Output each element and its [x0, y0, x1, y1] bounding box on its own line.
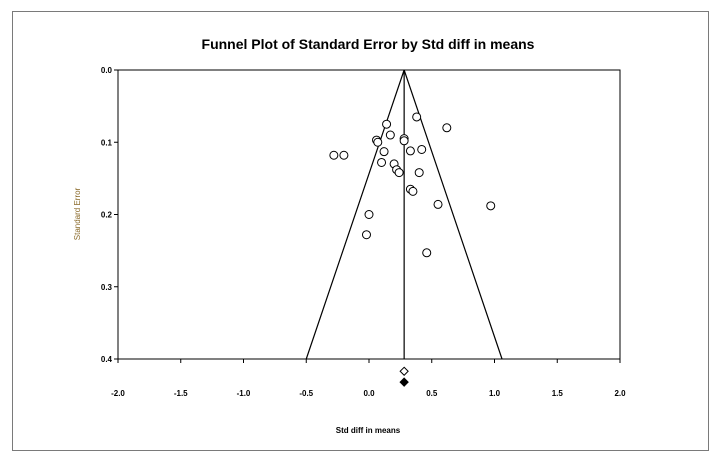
study-point — [364, 210, 374, 219]
x-tick-label: 1.0 — [489, 389, 501, 398]
study-point — [339, 150, 349, 160]
study-point — [408, 186, 418, 196]
study-point — [414, 168, 424, 178]
study-point — [377, 157, 387, 167]
summary-markers — [399, 366, 409, 387]
study-point — [422, 248, 432, 258]
study-point — [379, 147, 389, 157]
y-tick-label: 0.0 — [101, 66, 113, 75]
funnel-left-line — [305, 69, 405, 360]
study-points — [329, 112, 496, 258]
chart-title: Funnel Plot of Standard Error by Std dif… — [202, 36, 535, 52]
y-tick-label: 0.1 — [101, 138, 113, 147]
study-point — [329, 150, 339, 160]
study-point — [385, 130, 395, 140]
study-point — [399, 136, 409, 146]
x-tick-label: -1.0 — [237, 389, 251, 398]
y-axis-ticks: 0.0 0.1 0.2 0.3 0.4 — [101, 66, 118, 364]
x-axis-ticks: -2.0 -1.5 -1.0 -0.5 0.0 0.5 1.0 1.5 2.0 — [111, 359, 626, 398]
study-point — [373, 137, 383, 147]
study-point — [433, 199, 443, 209]
x-tick-label: -0.5 — [299, 389, 313, 398]
y-tick-label: 0.4 — [101, 355, 113, 364]
chart-frame — [12, 11, 709, 451]
funnel-lines — [305, 69, 503, 360]
study-point — [382, 119, 392, 129]
y-axis-label: Standard Error — [73, 187, 82, 240]
x-tick-label: 0.0 — [363, 389, 375, 398]
study-point — [486, 201, 496, 211]
study-point — [442, 123, 452, 133]
study-point — [394, 168, 404, 178]
study-point — [412, 112, 422, 122]
study-point — [361, 230, 371, 240]
x-tick-label: -2.0 — [111, 389, 125, 398]
study-point — [417, 144, 427, 154]
y-tick-label: 0.2 — [101, 211, 113, 220]
x-axis-label: Std diff in means — [336, 426, 401, 435]
y-tick-label: 0.3 — [101, 283, 113, 292]
x-tick-label: 1.5 — [552, 389, 564, 398]
study-point — [405, 146, 415, 156]
x-tick-label: 2.0 — [614, 389, 626, 398]
summary-diamond-filled — [399, 377, 409, 387]
x-tick-label: 0.5 — [426, 389, 438, 398]
x-tick-label: -1.5 — [174, 389, 188, 398]
summary-diamond-open — [399, 366, 409, 376]
